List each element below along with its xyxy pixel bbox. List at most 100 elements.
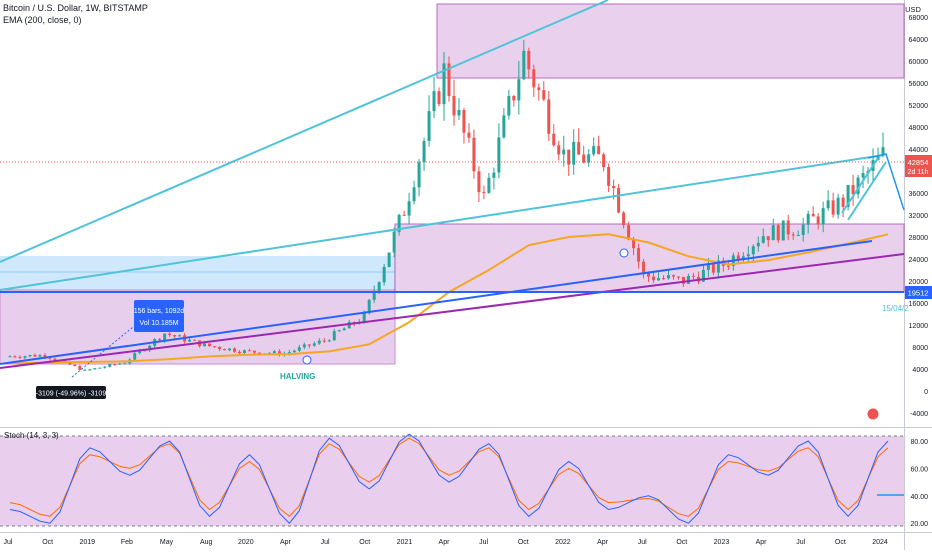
candle-body (223, 349, 227, 351)
event-marker-icon[interactable] (619, 248, 629, 258)
candle-body (617, 188, 621, 213)
stoch-band (0, 436, 904, 526)
lower-range-box[interactable] (0, 289, 396, 365)
candle-body (272, 351, 276, 354)
candle-body (332, 331, 336, 341)
candle-body (796, 235, 800, 237)
time-tick-label: Apr (756, 539, 768, 546)
candle-body (292, 350, 296, 353)
candle-body (627, 225, 631, 240)
stoch-axis[interactable]: 80.00 60.00 40.00 20.00 (910, 439, 928, 528)
stoch-k-line[interactable] (9, 433, 889, 524)
flag-icon[interactable] (866, 407, 880, 421)
candle-body (771, 225, 775, 241)
price-tick-label: 64000 (909, 37, 929, 44)
accumulation-zone-box[interactable] (0, 256, 395, 290)
long-term-trend-line[interactable] (0, 253, 905, 369)
candle-body (118, 363, 122, 365)
candle-body (826, 200, 830, 209)
measure-volume-text: Vol 10.185M (140, 320, 179, 327)
time-axis[interactable]: Jul Oct 2019 Feb May Aug 2020 Apr Jul Oct 2021 Apr J… (4, 539, 888, 546)
candle-body (592, 146, 596, 155)
candle-body (801, 224, 805, 236)
candle-body (831, 200, 835, 215)
channel-top-line[interactable] (841, 157, 879, 214)
candle-body (537, 87, 541, 91)
channel-bottom-line[interactable] (847, 161, 887, 221)
halving-marker-icon[interactable] (302, 355, 312, 365)
candle-body (502, 115, 506, 138)
time-tick-label: Jul (4, 539, 13, 546)
halving-label: HALVING (280, 372, 315, 381)
candle-body (257, 352, 261, 355)
candle-body (632, 239, 636, 249)
candle-body (188, 339, 192, 342)
candle-body (33, 354, 37, 357)
price-tick-label: 20000 (909, 279, 929, 286)
time-tick-label: Jul (796, 539, 805, 546)
measure-bars-text: 156 bars, 1092d (134, 308, 185, 315)
candle-body (856, 177, 860, 195)
candle-body (467, 132, 471, 138)
last-price-value: 42854 (908, 158, 929, 167)
candle-body (8, 356, 12, 358)
price-tick-label: 16000 (909, 301, 929, 308)
time-tick-label: Oct (42, 539, 53, 546)
resistance-trend-line[interactable] (0, 154, 885, 291)
candle-body (277, 351, 281, 356)
upper-trend-line[interactable] (0, 0, 609, 263)
candle-body (232, 348, 236, 352)
candle-body (397, 214, 401, 232)
time-tick-label: Apr (439, 539, 451, 546)
candle-body (447, 63, 451, 96)
price-tick-label: 36000 (909, 191, 929, 198)
candle-body (53, 358, 57, 361)
mid-range-box[interactable] (394, 223, 905, 293)
candle-body (422, 140, 426, 163)
candle-body (851, 184, 855, 195)
indicator-legend[interactable]: EMA (200, close, 0) (3, 15, 82, 25)
time-tick-label: Jul (321, 539, 330, 546)
projection-path[interactable] (867, 153, 905, 211)
last-price-badge: 42854 2d 11h (905, 155, 932, 177)
candle-body (337, 330, 341, 332)
countdown-value: 2d 11h (908, 169, 929, 176)
top-range-box[interactable] (436, 3, 905, 79)
candle-body (512, 95, 516, 101)
candle-body (746, 254, 750, 257)
candle-body (218, 346, 222, 350)
candle-body (93, 368, 97, 370)
stoch-tick-label: 60.00 (910, 466, 928, 473)
candle-body (392, 231, 396, 253)
candle-body (387, 252, 391, 267)
candle-body (173, 335, 177, 337)
price-axis[interactable]: 6800064000600005600052000480004400040000… (909, 15, 929, 418)
candle-body (497, 137, 501, 173)
chart-title[interactable]: Bitcoin / U.S. Dollar, 1W, BITSTAMP (3, 3, 148, 13)
price-tick-label: 56000 (909, 81, 929, 88)
candle-body (347, 322, 351, 329)
candle-body (522, 50, 526, 80)
time-tick-label: 2024 (872, 539, 888, 546)
measure-callout[interactable]: 156 bars, 1092d Vol 10.185M (71, 299, 185, 378)
candle-body (247, 350, 251, 352)
stoch-tick-label: 40.00 (910, 494, 928, 501)
candle-body (472, 137, 476, 172)
price-tick-label: 60000 (909, 59, 929, 66)
candle-body (452, 95, 456, 116)
candle-body (577, 141, 581, 155)
candle-body (417, 162, 421, 188)
candle-body (432, 91, 436, 112)
candle-body (821, 208, 825, 225)
candle-body (876, 155, 880, 161)
support-trend-line[interactable] (0, 240, 873, 365)
candle-body (133, 353, 137, 360)
time-tick-label: 2021 (397, 539, 413, 546)
candle-body (242, 350, 246, 354)
candle-body (492, 172, 496, 178)
drawdown-callout[interactable]: -3109 (-49.96%) -3109 (36, 386, 107, 399)
candle-body (322, 340, 326, 342)
candle-body (228, 348, 231, 351)
